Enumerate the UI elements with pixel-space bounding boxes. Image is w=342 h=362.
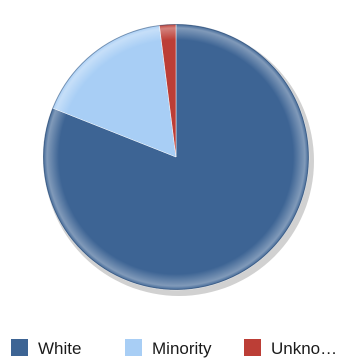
pie-outline (43, 24, 309, 290)
legend: White Minority Unkno… (11, 339, 337, 358)
legend-label-2: Unkno… (271, 339, 337, 358)
legend-swatch-1 (125, 339, 142, 356)
legend-label-1: Minority (152, 339, 212, 358)
pie-rim-highlight (43, 24, 309, 290)
legend-swatch-0 (11, 339, 28, 356)
legend-label-0: White (38, 339, 81, 358)
legend-swatch-2 (244, 339, 261, 356)
pie-slices (42, 23, 310, 291)
